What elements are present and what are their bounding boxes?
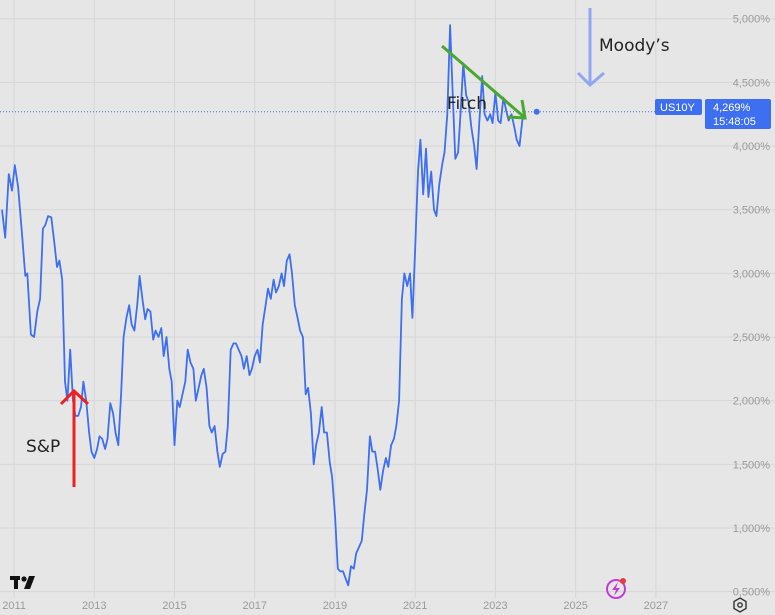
- x-tick-label: 2011: [2, 600, 26, 612]
- y-tick-label: 2,000%: [733, 396, 771, 408]
- x-tick-label: 2021: [403, 600, 427, 612]
- fitch-arrow: [441, 44, 525, 119]
- settings-gear-icon[interactable]: [733, 597, 747, 613]
- y-axis[interactable]: 0,500% 1,000% 1,500% 2,000% 2,500% 3,000% 3,50…: [733, 14, 771, 599]
- symbol-badge[interactable]: US10Y: [655, 99, 702, 115]
- y-tick-label: 1,000%: [733, 523, 771, 535]
- x-tick-label: 2019: [323, 600, 347, 612]
- moody-arrowhead: [576, 71, 605, 88]
- fitch-arrowhead: [507, 99, 527, 120]
- x-tick-label: 2023: [483, 600, 507, 612]
- value-badge-value: 4,269%: [713, 102, 751, 114]
- fitch-label: Fitch: [447, 94, 487, 114]
- moody-annotation: Moody’s: [576, 8, 670, 88]
- sp-label: S&P: [26, 437, 60, 457]
- symbol-badge-label: US10Y: [660, 102, 696, 114]
- sp-annotation: S&P: [26, 388, 90, 487]
- last-point-dot: [533, 108, 540, 115]
- y-tick-label: 1,500%: [733, 459, 771, 471]
- x-tick-label: 2017: [242, 600, 266, 612]
- y-tick-label: 4,000%: [733, 141, 771, 153]
- x-axis[interactable]: 2011 2013 2015 2017 2019 2021 2023 2025 2027: [2, 600, 668, 612]
- x-tick-label: 2015: [162, 600, 186, 612]
- sp-arrowhead: [59, 388, 90, 406]
- grid-lines: [0, 0, 775, 598]
- y-tick-label: 3,000%: [733, 268, 771, 280]
- moody-label: Moody’s: [599, 36, 670, 56]
- y-tick-label: 2,500%: [733, 332, 771, 344]
- symbol-badge-bg: [655, 99, 702, 115]
- x-tick-label: 2025: [563, 600, 587, 612]
- fitch-annotation: Fitch: [441, 44, 527, 120]
- x-tick-label: 2013: [82, 600, 106, 612]
- series-line-us10y[interactable]: [1, 24, 526, 587]
- y-tick-label: 3,500%: [733, 205, 771, 217]
- tradingview-logo-icon[interactable]: [10, 576, 41, 589]
- value-badge[interactable]: 4,269% 15:48:05: [705, 99, 771, 129]
- y-tick-label: 0,500%: [733, 587, 771, 599]
- lightning-badge-icon[interactable]: [606, 578, 626, 599]
- y-tick-label: 4,500%: [733, 77, 771, 89]
- value-badge-countdown: 15:48:05: [713, 116, 756, 128]
- value-badge-bg: [705, 99, 771, 129]
- y-tick-label: 5,000%: [733, 14, 771, 26]
- x-tick-label: 2027: [644, 600, 668, 612]
